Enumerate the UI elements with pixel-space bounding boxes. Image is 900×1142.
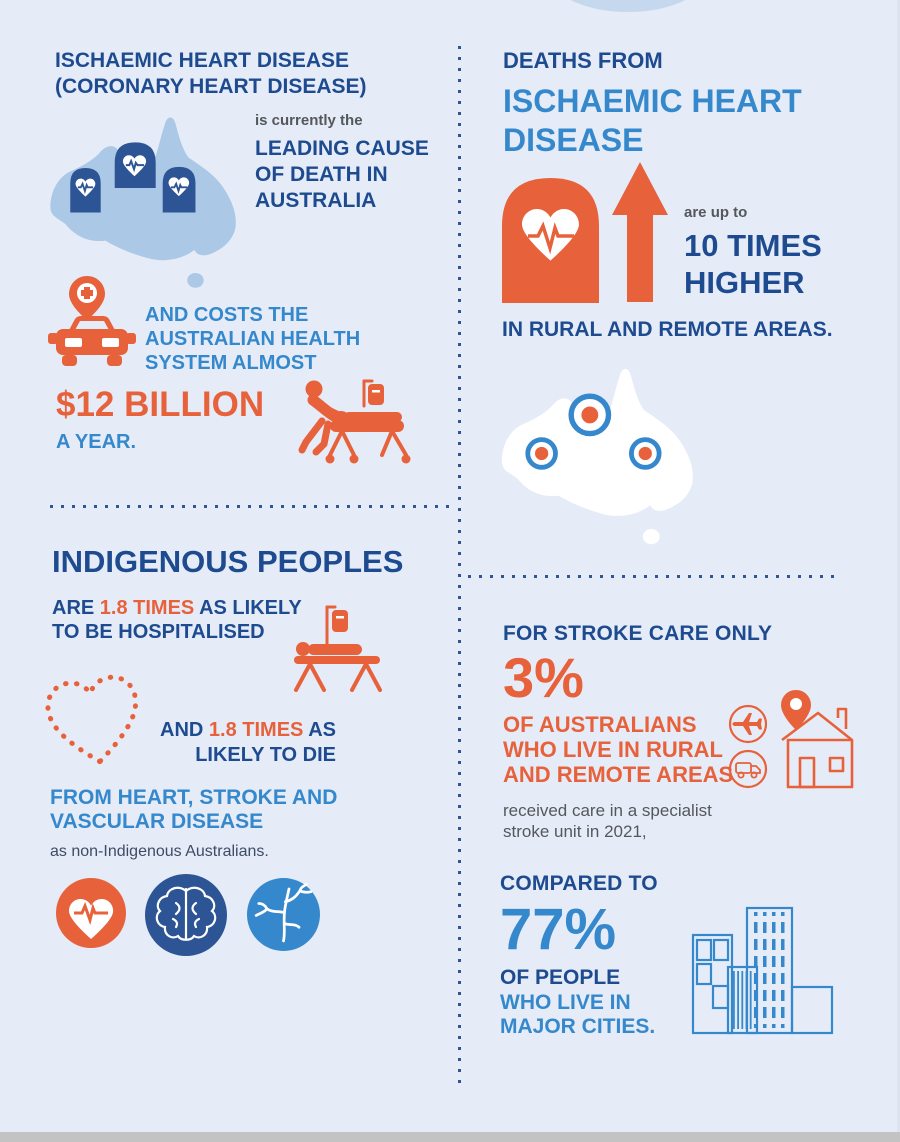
target-marker-icon (628, 437, 662, 470)
cities-kicker: COMPARED TO (500, 872, 658, 895)
ambulance-circle-icon (728, 749, 768, 789)
leading-cause-text: LEADING CAUSE OF DEATH IN AUSTRALIA (255, 137, 429, 212)
vascular-circle-icon (247, 878, 320, 951)
costs-text: AND COSTS THE AUSTRALIAN HEALTH SYSTEM A… (145, 304, 361, 374)
target-marker-icon (568, 393, 612, 437)
dotted-heart-icon (45, 674, 139, 765)
gravestone-heart-icon-orange (502, 178, 599, 303)
australia-map-targets-icon (501, 368, 693, 545)
gravestone-heart-icon (70, 168, 101, 213)
cities-stat: 77% (500, 897, 617, 962)
rural-areas-text: IN RURAL AND REMOTE AREAS. (502, 318, 833, 341)
hospitalised-post: AS LIKELY (194, 597, 302, 619)
stroke-who-text: OF AUSTRALIANS WHO LIVE IN RURAL AND REM… (503, 712, 734, 787)
die-stat: 1.8 TIMES (208, 719, 304, 741)
from-disease-text: FROM HEART, STROKE AND VASCULAR DISEASE (50, 786, 338, 833)
stroke-detail-text: received care in a specialist stroke uni… (503, 801, 712, 841)
ihd-heading-line2: (CORONARY HEART DISEASE) (55, 75, 367, 98)
hospital-bed-icon (294, 605, 382, 692)
stretcher-pusher-icon (298, 379, 411, 464)
australia-map-gravestones-icon (50, 117, 236, 288)
house-location-pin-icon (781, 690, 854, 789)
gravestone-heart-icon (114, 142, 156, 188)
target-marker-icon (525, 437, 558, 470)
cities-line2: WHO LIVE IN MAJOR CITIES. (500, 991, 656, 1038)
brain-circle-icon (145, 874, 227, 956)
page-right-edge (897, 0, 900, 1142)
vertical-dotted-divider (458, 46, 461, 1088)
deaths-kicker: DEATHS FROM (503, 48, 663, 73)
comparison-note: as non-Indigenous Australians. (50, 843, 269, 860)
page-bottom-bar (0, 1132, 900, 1142)
ihd-heading-line1: ISCHAEMIC HEART DISEASE (55, 49, 350, 72)
heart-ecg-circle-icon (56, 878, 126, 948)
hospitalised-line1: ARE 1.8 TIMES AS LIKELY (52, 596, 302, 620)
cities-line1: OF PEOPLE (500, 966, 621, 989)
hospitalised-pre: ARE (52, 597, 100, 619)
die-post: AS LIKELY TO DIE (195, 719, 336, 766)
plane-circle-icon (728, 704, 768, 744)
city-buildings-icon (691, 906, 834, 1035)
hospitalised-text: ARE 1.8 TIMES AS LIKELY TO BE HOSPITALIS… (52, 596, 302, 644)
medical-pin-car-icon (48, 276, 136, 366)
up-arrow-icon (612, 162, 668, 302)
indigenous-title: INDIGENOUS PEOPLES (52, 544, 404, 579)
right-horizontal-dotted-divider (468, 575, 838, 578)
costs-suffix: A YEAR. (56, 431, 137, 453)
hospitalised-stat: 1.8 TIMES (99, 597, 195, 619)
costs-amount: $12 BILLION (56, 385, 265, 424)
ihd-heading: ISCHAEMIC HEART DISEASE (CORONARY HEART … (55, 48, 367, 100)
die-text: AND 1.8 TIMES AS LIKELY TO DIE (150, 718, 336, 768)
deaths-title: ISCHAEMIC HEART DISEASE (503, 83, 802, 158)
left-horizontal-dotted-divider (50, 505, 456, 508)
hospitalised-line2: TO BE HOSPITALISED (52, 621, 265, 643)
gravestone-heart-icon (162, 166, 196, 213)
stroke-stat: 3% (503, 646, 584, 709)
upto-note: are up to (684, 204, 748, 221)
top-curve-decoration (552, 0, 704, 12)
times-higher-stat: 10 TIMES HIGHER (684, 228, 822, 300)
stroke-kicker: FOR STROKE CARE ONLY (503, 622, 773, 645)
intro-note: is currently the (255, 112, 363, 129)
die-pre: AND (160, 719, 209, 741)
